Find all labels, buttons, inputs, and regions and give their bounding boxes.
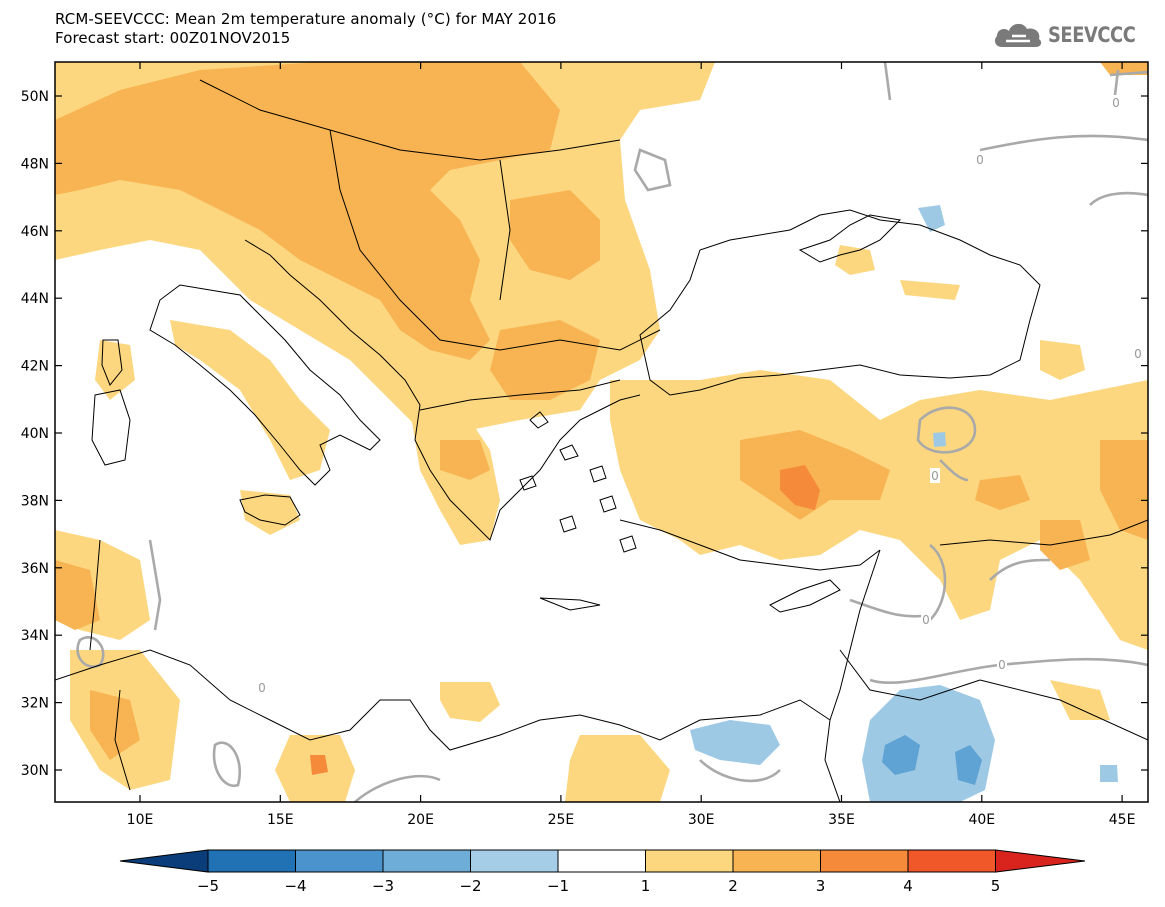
colorbar-label: −2 xyxy=(459,877,481,895)
colorbar-label: 1 xyxy=(641,877,651,895)
colorbar-segment xyxy=(382,849,471,873)
lat-label: 30N xyxy=(21,763,49,779)
latitude-axis: 50N 48N 46N 44N 42N 40N 38N 36N 34N 32N 30N xyxy=(21,89,1148,779)
colorbar-label: −5 xyxy=(197,877,219,895)
colorbar: −5 −4 −3 −2 −1 1 2 3 4 5 xyxy=(119,849,1086,895)
lat-label: 36N xyxy=(21,561,49,577)
figure-title: RCM-SEEVCCC: Mean 2m temperature anomaly… xyxy=(55,10,556,48)
colorbar-segment xyxy=(907,849,996,873)
lon-label: 45E xyxy=(1109,812,1136,828)
title-line-1: RCM-SEEVCCC: Mean 2m temperature anomaly… xyxy=(55,10,557,28)
colorbar-segment xyxy=(119,849,209,873)
contour-label-bg xyxy=(1111,95,1121,110)
anomaly-3-4-area xyxy=(310,465,820,775)
zero-contour-lines xyxy=(76,62,1148,802)
contour-labels: 0 0 0 0 0 0 0 xyxy=(257,95,1143,695)
lat-label: 48N xyxy=(21,156,49,172)
colorbar-label: 3 xyxy=(816,877,826,895)
contour-label-bg xyxy=(997,657,1007,672)
colorbar-label: −1 xyxy=(547,877,569,895)
colorbar-segment xyxy=(207,849,296,873)
contour-label-bg xyxy=(1133,346,1143,361)
contour-label: 0 xyxy=(1134,347,1142,361)
colorbar-label: 5 xyxy=(991,877,1001,895)
lon-label: 10E xyxy=(127,812,154,828)
contour-label: 0 xyxy=(1112,96,1120,110)
colorbar-label: −3 xyxy=(372,877,394,895)
coastlines-borders xyxy=(55,79,1148,802)
colorbar-segment xyxy=(732,849,821,873)
cloud-icon xyxy=(995,23,1042,47)
lon-label: 30E xyxy=(688,812,715,828)
colorbar-label: −4 xyxy=(284,877,306,895)
contour-label: 0 xyxy=(931,469,939,483)
contour-label-bg xyxy=(921,612,931,627)
anomaly-2-3-area xyxy=(55,62,1148,760)
contour-label: 0 xyxy=(998,658,1006,672)
lat-label: 40N xyxy=(21,426,49,442)
lat-label: 46N xyxy=(21,224,49,240)
map-frame xyxy=(54,61,1149,803)
lat-label: 44N xyxy=(21,291,49,307)
contour-label-bg xyxy=(257,680,267,695)
title-line-2: Forecast start: 00Z01NOV2015 xyxy=(55,29,291,47)
lon-label: 20E xyxy=(407,812,434,828)
contour-label: 0 xyxy=(258,681,266,695)
colorbar-label: 4 xyxy=(903,877,913,895)
anomaly-fill-layer xyxy=(55,62,1148,802)
colorbar-label: 2 xyxy=(728,877,738,895)
lat-label: 32N xyxy=(21,696,49,712)
colorbar-segment xyxy=(820,849,909,873)
lat-label: 50N xyxy=(21,89,49,105)
lat-label: 42N xyxy=(21,359,49,375)
colorbar-segment xyxy=(295,849,384,873)
lon-label: 40E xyxy=(968,812,995,828)
lon-label: 25E xyxy=(548,812,575,828)
colorbar-segment xyxy=(995,849,1086,873)
contour-label-bg xyxy=(930,468,940,483)
lat-label: 38N xyxy=(21,493,49,509)
contour-label-bg xyxy=(975,152,985,167)
colorbar-segment xyxy=(557,849,646,873)
colorbar-segment xyxy=(470,849,559,873)
anomaly-neg-2-3-area xyxy=(882,735,982,785)
contour-label: 0 xyxy=(922,613,930,627)
seevccc-logo: SEEVCCC xyxy=(992,20,1151,50)
lon-label: 35E xyxy=(828,812,855,828)
lat-label: 34N xyxy=(21,628,49,644)
contour-label: 0 xyxy=(976,153,984,167)
longitude-axis: 10E 15E 20E 25E 30E 35E 40E 45E xyxy=(127,62,1136,828)
logo-text: SEEVCCC xyxy=(1048,23,1136,47)
lon-label: 15E xyxy=(267,812,294,828)
colorbar-segment xyxy=(645,849,734,873)
